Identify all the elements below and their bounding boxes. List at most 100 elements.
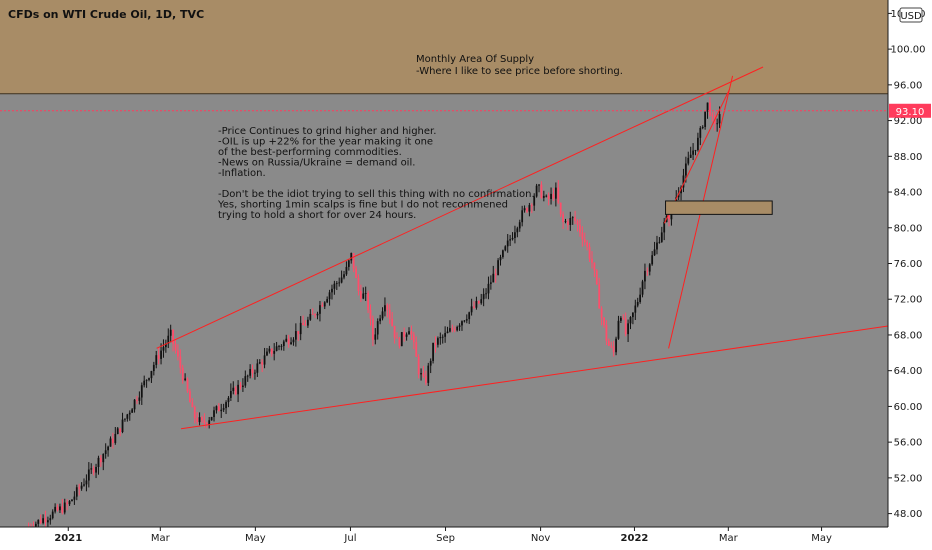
candle-body [78,487,81,489]
candle-body [54,506,57,512]
y-tick-label: 100.00 [891,45,926,56]
candle-body [547,195,550,199]
candle-body [427,365,430,383]
currency-label: USD [900,11,922,22]
candle-body [656,242,658,250]
candle-body [71,499,73,502]
x-axis-panel[interactable] [0,527,888,550]
y-axis-panel[interactable] [888,0,932,550]
candle-body [345,266,348,275]
trendline-2[interactable] [180,325,889,430]
currency-badge[interactable] [899,7,923,23]
candle-body [335,283,338,284]
candle-body [112,438,114,443]
candle-body [189,391,191,403]
candle-body [487,283,490,294]
candle-body [415,342,418,357]
candle-body [644,270,646,282]
candle-body [567,221,569,225]
candle-body [268,348,271,352]
x-tick-label: Mar [719,533,739,544]
candle-body [193,407,196,419]
last-price-badge [889,103,931,118]
x-tick-label: Sep [436,533,455,544]
candle-body [333,283,336,289]
annotation-line: trying to hold a short for over 24 hours… [218,210,416,221]
candle-body [140,385,143,398]
candle-body [396,337,398,339]
candle-body [535,185,538,197]
annotation-line: -Price Continues to grind higher and hig… [218,126,436,137]
candle-body [131,409,134,413]
supply-zone-label-line1: Monthly Area Of Supply [416,54,534,65]
candle-body [634,305,637,313]
annotation-line: Yes, shorting 1min scalps is fine but I … [217,200,508,211]
candle-body [562,214,564,223]
candle-body [605,325,608,341]
candle-body [379,318,382,322]
candle-body [533,196,536,206]
x-tick-label: Mar [151,533,171,544]
candle-body [338,282,341,284]
candle-body [473,306,475,308]
candle-body [44,518,47,523]
candle-body [446,331,449,334]
candle-body [213,410,215,418]
y-axis-ticks: 48.00 52.00 56.00 60.00 64.00 68.00 72.00 76.00… [888,9,926,520]
x-axis-ticks: 2021 Mar May Jul Sep Nov 2022 Mar May [54,527,832,544]
candle-body [610,345,613,347]
y-tick-label: 92.00 [894,116,923,127]
candle-body [408,331,410,335]
candle-body [477,300,480,304]
chart-title: CFDs on WTI Crude Oil, 1D, TVC [8,8,204,21]
candle-body [210,417,213,421]
candle-body [80,485,83,489]
candle-body [220,409,223,412]
candle-body [381,311,384,319]
candle-body [73,496,76,500]
candle-body [453,329,456,331]
y-tick-label: 48.00 [894,509,923,520]
candle-body [49,518,52,521]
candle-body [321,305,324,307]
candle-body [516,228,519,233]
candle-body [237,384,239,395]
candle-body [208,420,211,425]
candle-body [95,466,97,473]
candle-body [116,428,119,434]
candle-body [403,332,406,337]
demand-box[interactable] [665,200,773,215]
candle-body [311,313,314,315]
candle-body [494,273,497,276]
candle-body [593,262,596,271]
candle-body [328,292,331,300]
candle-body [514,232,516,238]
candle-body [304,325,307,326]
candle-body [102,453,105,463]
candle-body [292,339,295,343]
x-tick-label: May [245,533,266,544]
candle-body [564,221,567,223]
candle-body [307,319,309,326]
candle-body [422,373,425,377]
candle-body [489,282,492,284]
trendline-1[interactable] [156,66,764,349]
candle-body [600,308,603,318]
candle-body [340,277,343,283]
candle-body [249,369,252,376]
candle-body [607,340,610,346]
candle-body [434,342,437,345]
candle-body [124,418,126,420]
candle-body [280,346,283,347]
candle-body [282,341,285,347]
candle-body [603,317,605,326]
candle-body [627,323,629,335]
candle-body [653,249,656,256]
candle-body [302,322,304,326]
candle-body [372,318,374,340]
candle-body [595,270,598,285]
candle-body [196,418,199,423]
candle-body [504,246,507,251]
y-tick-label: 88.00 [894,152,923,163]
